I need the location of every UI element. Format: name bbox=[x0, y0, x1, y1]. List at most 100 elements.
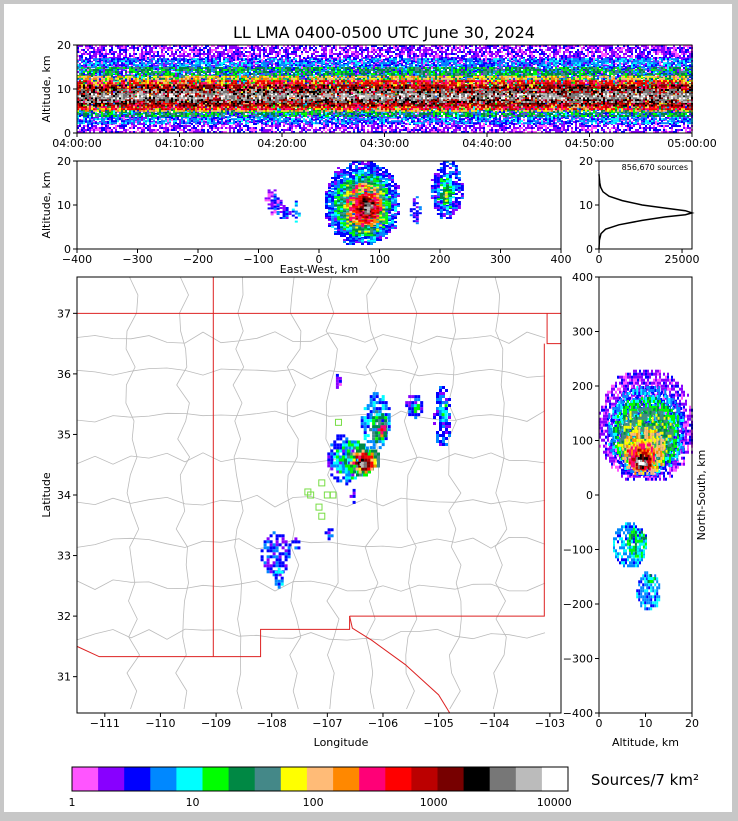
time-height-cell bbox=[249, 47, 251, 49]
time-height-cell bbox=[271, 129, 273, 131]
time-height-cell bbox=[397, 47, 399, 49]
time-height-cell bbox=[291, 53, 293, 55]
time-height-cell bbox=[139, 127, 141, 129]
time-height-cell bbox=[317, 51, 319, 53]
time-height-cell bbox=[373, 51, 375, 53]
time-height-cell bbox=[135, 47, 137, 49]
time-height-cell bbox=[329, 127, 331, 129]
time-height-cell bbox=[309, 115, 311, 117]
time-height-cell bbox=[399, 53, 401, 55]
time-height-cell bbox=[323, 55, 325, 57]
time-height-cell bbox=[97, 51, 99, 53]
time-height-cell bbox=[251, 129, 253, 131]
time-height-cell bbox=[163, 55, 165, 57]
time-height-cell bbox=[383, 49, 385, 51]
time-height-cell bbox=[197, 55, 199, 57]
time-height-cell bbox=[233, 47, 235, 49]
time-height-cell bbox=[315, 47, 317, 49]
time-height-cell bbox=[253, 61, 255, 63]
time-height-cell bbox=[325, 125, 327, 127]
time-height-cell bbox=[249, 121, 251, 123]
time-height-cell bbox=[315, 129, 317, 131]
time-height-cell bbox=[239, 61, 241, 63]
time-height-cell bbox=[131, 125, 133, 127]
time-height-cell bbox=[111, 53, 113, 55]
time-height-cell bbox=[103, 55, 105, 57]
time-height-cell bbox=[119, 127, 121, 129]
time-height-cell bbox=[199, 49, 201, 51]
time-height-cell bbox=[281, 129, 283, 131]
time-height-cell bbox=[287, 51, 289, 53]
time-height-cell bbox=[319, 129, 321, 131]
time-height-cell bbox=[233, 51, 235, 53]
time-height-cell bbox=[217, 53, 219, 55]
time-height-cell bbox=[249, 51, 251, 53]
time-height-cell bbox=[119, 49, 121, 51]
time-height-cell bbox=[387, 53, 389, 55]
time-height-cell bbox=[179, 123, 181, 125]
time-height-cell bbox=[119, 53, 121, 55]
time-height-cell bbox=[323, 51, 325, 53]
time-height-cell bbox=[351, 123, 353, 125]
time-height-cell bbox=[195, 127, 197, 129]
time-height-cell bbox=[315, 51, 317, 53]
time-height-cell bbox=[119, 71, 121, 73]
time-height-cell bbox=[145, 47, 147, 49]
time-height-cell bbox=[245, 129, 247, 131]
time-height-cell bbox=[293, 61, 295, 63]
time-height-cell bbox=[371, 61, 373, 63]
time-height-cell bbox=[155, 123, 157, 125]
time-height-cell bbox=[345, 127, 347, 129]
time-height-cell bbox=[371, 51, 373, 53]
time-height-cell bbox=[79, 59, 81, 61]
time-height-cell bbox=[347, 49, 349, 51]
time-height-cell bbox=[293, 53, 295, 55]
time-height-cell bbox=[367, 129, 369, 131]
time-height-cell bbox=[193, 125, 195, 127]
time-height-cell bbox=[315, 117, 317, 119]
time-height-cell bbox=[263, 129, 265, 131]
time-height-cell bbox=[401, 47, 403, 49]
time-height-cell bbox=[227, 127, 229, 129]
time-height-cell bbox=[219, 51, 221, 53]
time-height-cell bbox=[229, 129, 231, 131]
time-height-cell bbox=[193, 129, 195, 131]
time-height-cell bbox=[119, 123, 121, 125]
time-height-panel: 04:00:00 04:10:00 04:20:00 04:30:00 04:40:00… bbox=[40, 39, 717, 150]
time-height-cell bbox=[87, 53, 89, 55]
time-height-cell bbox=[141, 49, 143, 51]
time-height-cell bbox=[267, 53, 269, 55]
time-height-cell bbox=[289, 73, 291, 75]
time-height-cell bbox=[293, 49, 295, 51]
time-height-cell bbox=[315, 63, 317, 65]
time-height-cell bbox=[215, 47, 217, 49]
time-height-cell bbox=[191, 51, 193, 53]
time-height-cell bbox=[175, 51, 177, 53]
time-height-cell bbox=[307, 55, 309, 57]
time-height-cell bbox=[147, 125, 149, 127]
time-height-cell bbox=[379, 55, 381, 57]
time-height-cell bbox=[93, 49, 95, 51]
time-height-cell bbox=[359, 47, 361, 49]
time-height-cell bbox=[391, 55, 393, 57]
time-height-cell bbox=[91, 47, 93, 49]
time-height-cell bbox=[201, 129, 203, 131]
time-height-cell bbox=[123, 127, 125, 129]
time-height-cell bbox=[261, 49, 263, 51]
time-height-cell bbox=[167, 119, 169, 121]
time-height-cell bbox=[325, 55, 327, 57]
time-height-cell bbox=[367, 47, 369, 49]
time-height-cell bbox=[279, 53, 281, 55]
time-height-cell bbox=[101, 61, 103, 63]
time-height-cell bbox=[171, 49, 173, 51]
time-height-cell bbox=[279, 51, 281, 53]
time-height-cell bbox=[301, 129, 303, 131]
time-height-cell bbox=[355, 51, 357, 53]
time-height-cell bbox=[199, 129, 201, 131]
time-height-cell bbox=[231, 57, 233, 59]
time-height-cell bbox=[381, 53, 383, 55]
time-height-cell bbox=[401, 125, 403, 127]
time-height-cell bbox=[361, 127, 363, 129]
time-height-cell bbox=[123, 129, 125, 131]
time-height-cell bbox=[301, 67, 303, 69]
